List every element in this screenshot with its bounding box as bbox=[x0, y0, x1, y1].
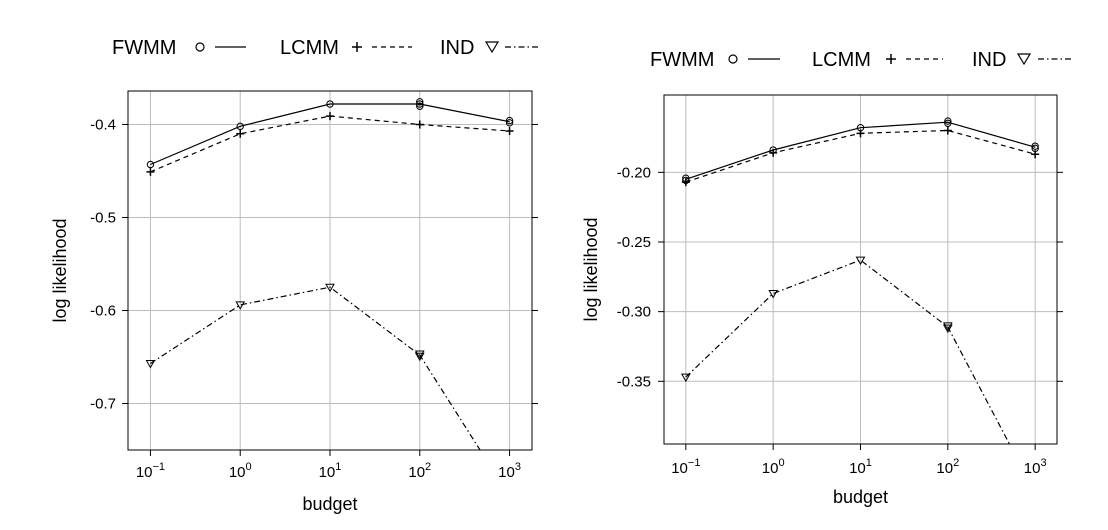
legend-label-ind: IND bbox=[972, 49, 1006, 71]
legend-marker-ind bbox=[1016, 53, 1032, 66]
x-tick-label: 10−1 bbox=[136, 461, 165, 481]
data-point-ind bbox=[414, 350, 425, 360]
x-tick-label: 103 bbox=[498, 461, 521, 481]
legend-marker-fwmm bbox=[195, 42, 205, 52]
legend-marker-fwmm bbox=[728, 54, 738, 64]
series-line-fwmm bbox=[150, 103, 510, 166]
data-point-fwmm bbox=[416, 98, 424, 106]
data-point-lcmm bbox=[769, 148, 778, 157]
data-point-ind bbox=[325, 283, 335, 293]
data-point-lcmm bbox=[236, 129, 245, 138]
data-point-fwmm bbox=[944, 119, 952, 127]
x-tick-label: 101 bbox=[849, 457, 872, 477]
data-point-lcmm bbox=[943, 126, 952, 135]
data-point-ind bbox=[235, 301, 246, 310]
y-tick-label: -0.4 bbox=[90, 116, 116, 133]
y-axis-title: log likelihood bbox=[50, 218, 70, 322]
data-point-lcmm bbox=[326, 112, 334, 121]
data-point-lcmm bbox=[1031, 150, 1040, 159]
legend-marker-lcmm bbox=[352, 42, 362, 52]
y-tick-label: -0.20 bbox=[617, 164, 651, 181]
data-point-ind bbox=[145, 360, 156, 369]
data-point-fwmm bbox=[236, 122, 244, 131]
data-point-lcmm bbox=[146, 167, 155, 176]
legend-label-lcmm: LCMM bbox=[812, 49, 871, 71]
y-tick-label: -0.30 bbox=[617, 304, 651, 321]
data-point-ind bbox=[855, 256, 866, 266]
series-line-ind bbox=[150, 286, 481, 450]
data-point-ind bbox=[942, 322, 953, 331]
y-tick-label: -0.35 bbox=[617, 373, 651, 390]
data-point-lcmm bbox=[415, 120, 424, 129]
legend-marker-ind bbox=[484, 41, 500, 54]
data-point-lcmm bbox=[681, 178, 690, 187]
data-point-fwmm bbox=[416, 102, 424, 110]
legend-right: FWMM LCMM IND bbox=[650, 49, 1072, 71]
x-axis-title: budget bbox=[302, 494, 357, 514]
data-point-ind bbox=[942, 324, 953, 334]
data-point-fwmm bbox=[1031, 142, 1039, 150]
legend-label-fwmm: FWMM bbox=[112, 37, 176, 59]
legend-label-ind: IND bbox=[440, 37, 474, 59]
data-point-fwmm bbox=[146, 160, 155, 169]
x-axis-title: budget bbox=[833, 487, 888, 507]
y-tick-label: -0.7 bbox=[90, 395, 116, 412]
y-axis-title: log likelihood bbox=[581, 217, 601, 321]
x-tick-label: 100 bbox=[762, 457, 785, 477]
data-point-fwmm bbox=[944, 117, 952, 125]
y-tick-label: -0.6 bbox=[90, 302, 116, 319]
plot-right: 10−1 100 101 102 103 -0.20 -0.25 -0.30 -0.35 budg… bbox=[581, 94, 1063, 507]
plot-left: 10−1 100 101 102 103 -0.4 -0.5 -0.6 -0.7 budget lo… bbox=[50, 90, 538, 514]
x-tick-label: 102 bbox=[408, 461, 431, 481]
data-point-ind bbox=[768, 290, 779, 299]
y-tick-label: -0.25 bbox=[617, 234, 651, 251]
data-point-lcmm bbox=[505, 126, 514, 135]
data-point-ind bbox=[414, 352, 425, 362]
legend-label-fwmm: FWMM bbox=[650, 49, 714, 71]
legend-marker-lcmm bbox=[886, 54, 896, 64]
x-tick-label: 100 bbox=[229, 461, 252, 481]
data-point-fwmm bbox=[326, 100, 334, 108]
data-point-fwmm bbox=[416, 100, 424, 108]
y-tick-label: -0.5 bbox=[90, 209, 116, 226]
data-point-ind bbox=[680, 373, 691, 383]
x-tick-label: 101 bbox=[319, 461, 342, 481]
legend-left: FWMM LCMM IND bbox=[112, 37, 540, 59]
data-point-fwmm bbox=[505, 116, 514, 125]
legend-label-lcmm: LCMM bbox=[280, 37, 339, 59]
x-tick-label: 102 bbox=[936, 457, 959, 477]
data-point-fwmm bbox=[505, 119, 514, 127]
x-tick-label: 10−1 bbox=[671, 457, 700, 477]
series-line-fwmm bbox=[685, 121, 1036, 180]
data-point-lcmm bbox=[856, 129, 865, 138]
x-tick-label: 103 bbox=[1024, 457, 1047, 477]
